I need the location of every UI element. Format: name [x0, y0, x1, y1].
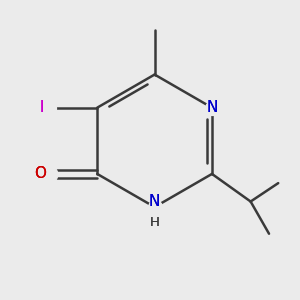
Text: N: N [206, 100, 218, 115]
Text: O: O [34, 167, 46, 182]
Text: I: I [40, 100, 44, 115]
Text: N: N [149, 194, 160, 209]
Text: I: I [40, 100, 44, 115]
Text: N: N [149, 194, 160, 209]
Text: O: O [34, 167, 46, 182]
Text: O: O [34, 167, 46, 182]
Text: H: H [150, 216, 160, 229]
Text: I: I [40, 100, 44, 115]
Text: H: H [150, 216, 160, 229]
Text: N: N [206, 100, 218, 115]
